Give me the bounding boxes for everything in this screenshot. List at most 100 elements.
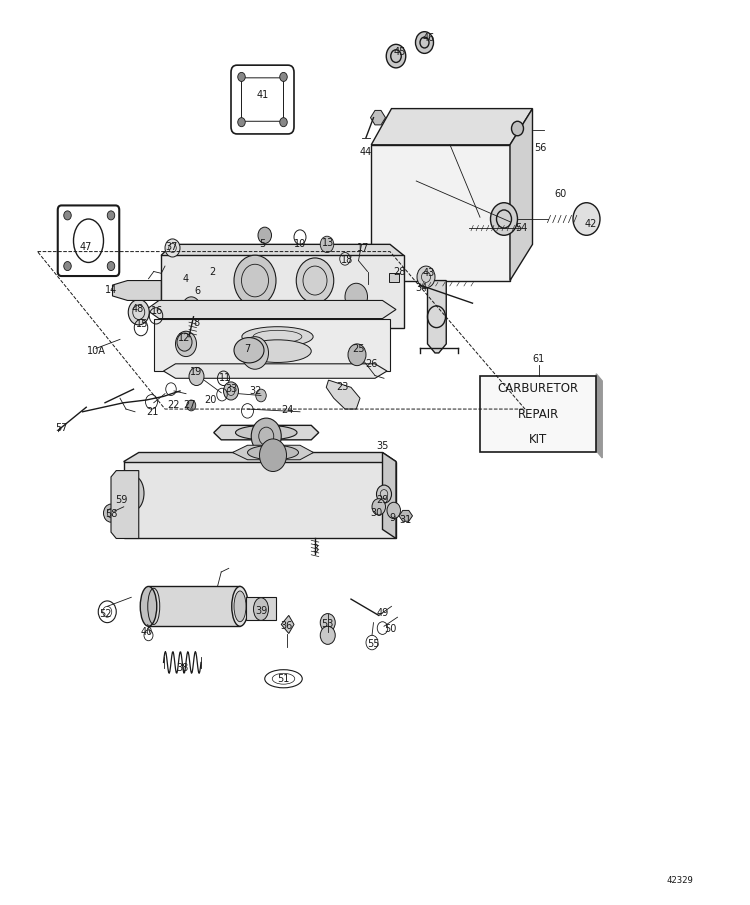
- Ellipse shape: [140, 586, 157, 626]
- Text: 7: 7: [244, 344, 250, 355]
- Polygon shape: [146, 300, 396, 319]
- Polygon shape: [232, 445, 314, 460]
- Text: 20: 20: [204, 395, 216, 405]
- Ellipse shape: [232, 586, 248, 626]
- Polygon shape: [124, 452, 396, 471]
- Text: REPAIR: REPAIR: [518, 407, 559, 421]
- Circle shape: [234, 255, 276, 306]
- Circle shape: [345, 283, 368, 310]
- Text: 25: 25: [352, 344, 364, 355]
- Text: 2: 2: [209, 266, 215, 277]
- Circle shape: [573, 203, 600, 235]
- Polygon shape: [371, 109, 532, 145]
- Polygon shape: [281, 615, 294, 634]
- Circle shape: [280, 72, 287, 81]
- Ellipse shape: [123, 476, 144, 510]
- Ellipse shape: [234, 338, 264, 363]
- Text: 12: 12: [178, 333, 190, 344]
- Text: 19: 19: [190, 367, 202, 377]
- Polygon shape: [164, 364, 387, 378]
- Circle shape: [176, 331, 196, 357]
- Circle shape: [64, 211, 71, 220]
- Text: 22: 22: [168, 400, 180, 411]
- Text: 5: 5: [260, 239, 266, 250]
- Text: 32: 32: [249, 386, 261, 396]
- Text: 38: 38: [176, 662, 188, 673]
- Text: 3: 3: [312, 544, 318, 555]
- Text: 47: 47: [80, 242, 92, 252]
- Circle shape: [512, 121, 524, 136]
- Circle shape: [182, 297, 200, 319]
- Text: 21: 21: [146, 406, 158, 417]
- Polygon shape: [388, 273, 399, 282]
- Circle shape: [187, 400, 196, 411]
- Text: 42329: 42329: [667, 876, 694, 885]
- Circle shape: [320, 614, 335, 632]
- Polygon shape: [214, 425, 319, 440]
- Circle shape: [372, 499, 386, 515]
- Circle shape: [258, 227, 272, 243]
- Text: 39: 39: [255, 605, 267, 616]
- Circle shape: [189, 367, 204, 386]
- Circle shape: [376, 485, 392, 503]
- Text: 6: 6: [194, 286, 200, 297]
- Circle shape: [320, 626, 335, 644]
- Text: 31: 31: [399, 515, 411, 526]
- Text: 11: 11: [219, 373, 231, 384]
- Circle shape: [260, 439, 286, 472]
- Ellipse shape: [236, 425, 297, 440]
- Text: 10: 10: [294, 239, 306, 250]
- Polygon shape: [161, 244, 404, 266]
- Text: 9: 9: [389, 512, 395, 523]
- Text: 10A: 10A: [86, 346, 106, 357]
- Circle shape: [224, 382, 238, 400]
- Text: 17: 17: [357, 243, 369, 253]
- Text: 24: 24: [281, 405, 293, 415]
- Circle shape: [320, 236, 334, 252]
- Circle shape: [177, 333, 192, 351]
- Text: 26: 26: [365, 358, 377, 369]
- Text: 27: 27: [184, 399, 196, 410]
- Text: 54: 54: [515, 223, 527, 233]
- Circle shape: [417, 266, 435, 288]
- Text: 58: 58: [105, 509, 117, 519]
- Circle shape: [256, 389, 266, 402]
- Polygon shape: [370, 110, 386, 125]
- Polygon shape: [161, 255, 404, 328]
- Text: 18: 18: [341, 254, 353, 265]
- Circle shape: [296, 258, 334, 303]
- Text: 14: 14: [105, 284, 117, 295]
- Circle shape: [490, 203, 517, 235]
- Circle shape: [107, 211, 115, 220]
- Text: 48: 48: [131, 303, 143, 314]
- Circle shape: [386, 44, 406, 68]
- Circle shape: [416, 32, 434, 53]
- Polygon shape: [371, 145, 510, 281]
- Circle shape: [242, 337, 268, 369]
- Text: 49: 49: [376, 607, 388, 618]
- Text: 16: 16: [152, 306, 164, 317]
- Text: 53: 53: [322, 619, 334, 630]
- Text: 8: 8: [194, 318, 200, 329]
- Circle shape: [107, 262, 115, 271]
- Circle shape: [387, 502, 400, 519]
- Polygon shape: [246, 597, 276, 620]
- Text: 37: 37: [165, 242, 177, 252]
- Polygon shape: [427, 281, 446, 353]
- Polygon shape: [111, 471, 139, 538]
- Ellipse shape: [248, 445, 298, 460]
- Text: 59: 59: [116, 495, 128, 506]
- Circle shape: [348, 344, 366, 366]
- Text: 43: 43: [423, 268, 435, 279]
- Text: 29: 29: [376, 495, 388, 506]
- Text: 42: 42: [585, 218, 597, 229]
- Polygon shape: [326, 380, 360, 409]
- Text: CARBURETOR: CARBURETOR: [497, 382, 579, 395]
- Text: 56: 56: [534, 143, 546, 154]
- Text: 45: 45: [394, 47, 406, 58]
- Ellipse shape: [254, 597, 268, 621]
- Text: 52: 52: [99, 608, 111, 619]
- Text: 51: 51: [278, 673, 290, 684]
- Text: 34: 34: [416, 282, 428, 293]
- Ellipse shape: [244, 340, 311, 363]
